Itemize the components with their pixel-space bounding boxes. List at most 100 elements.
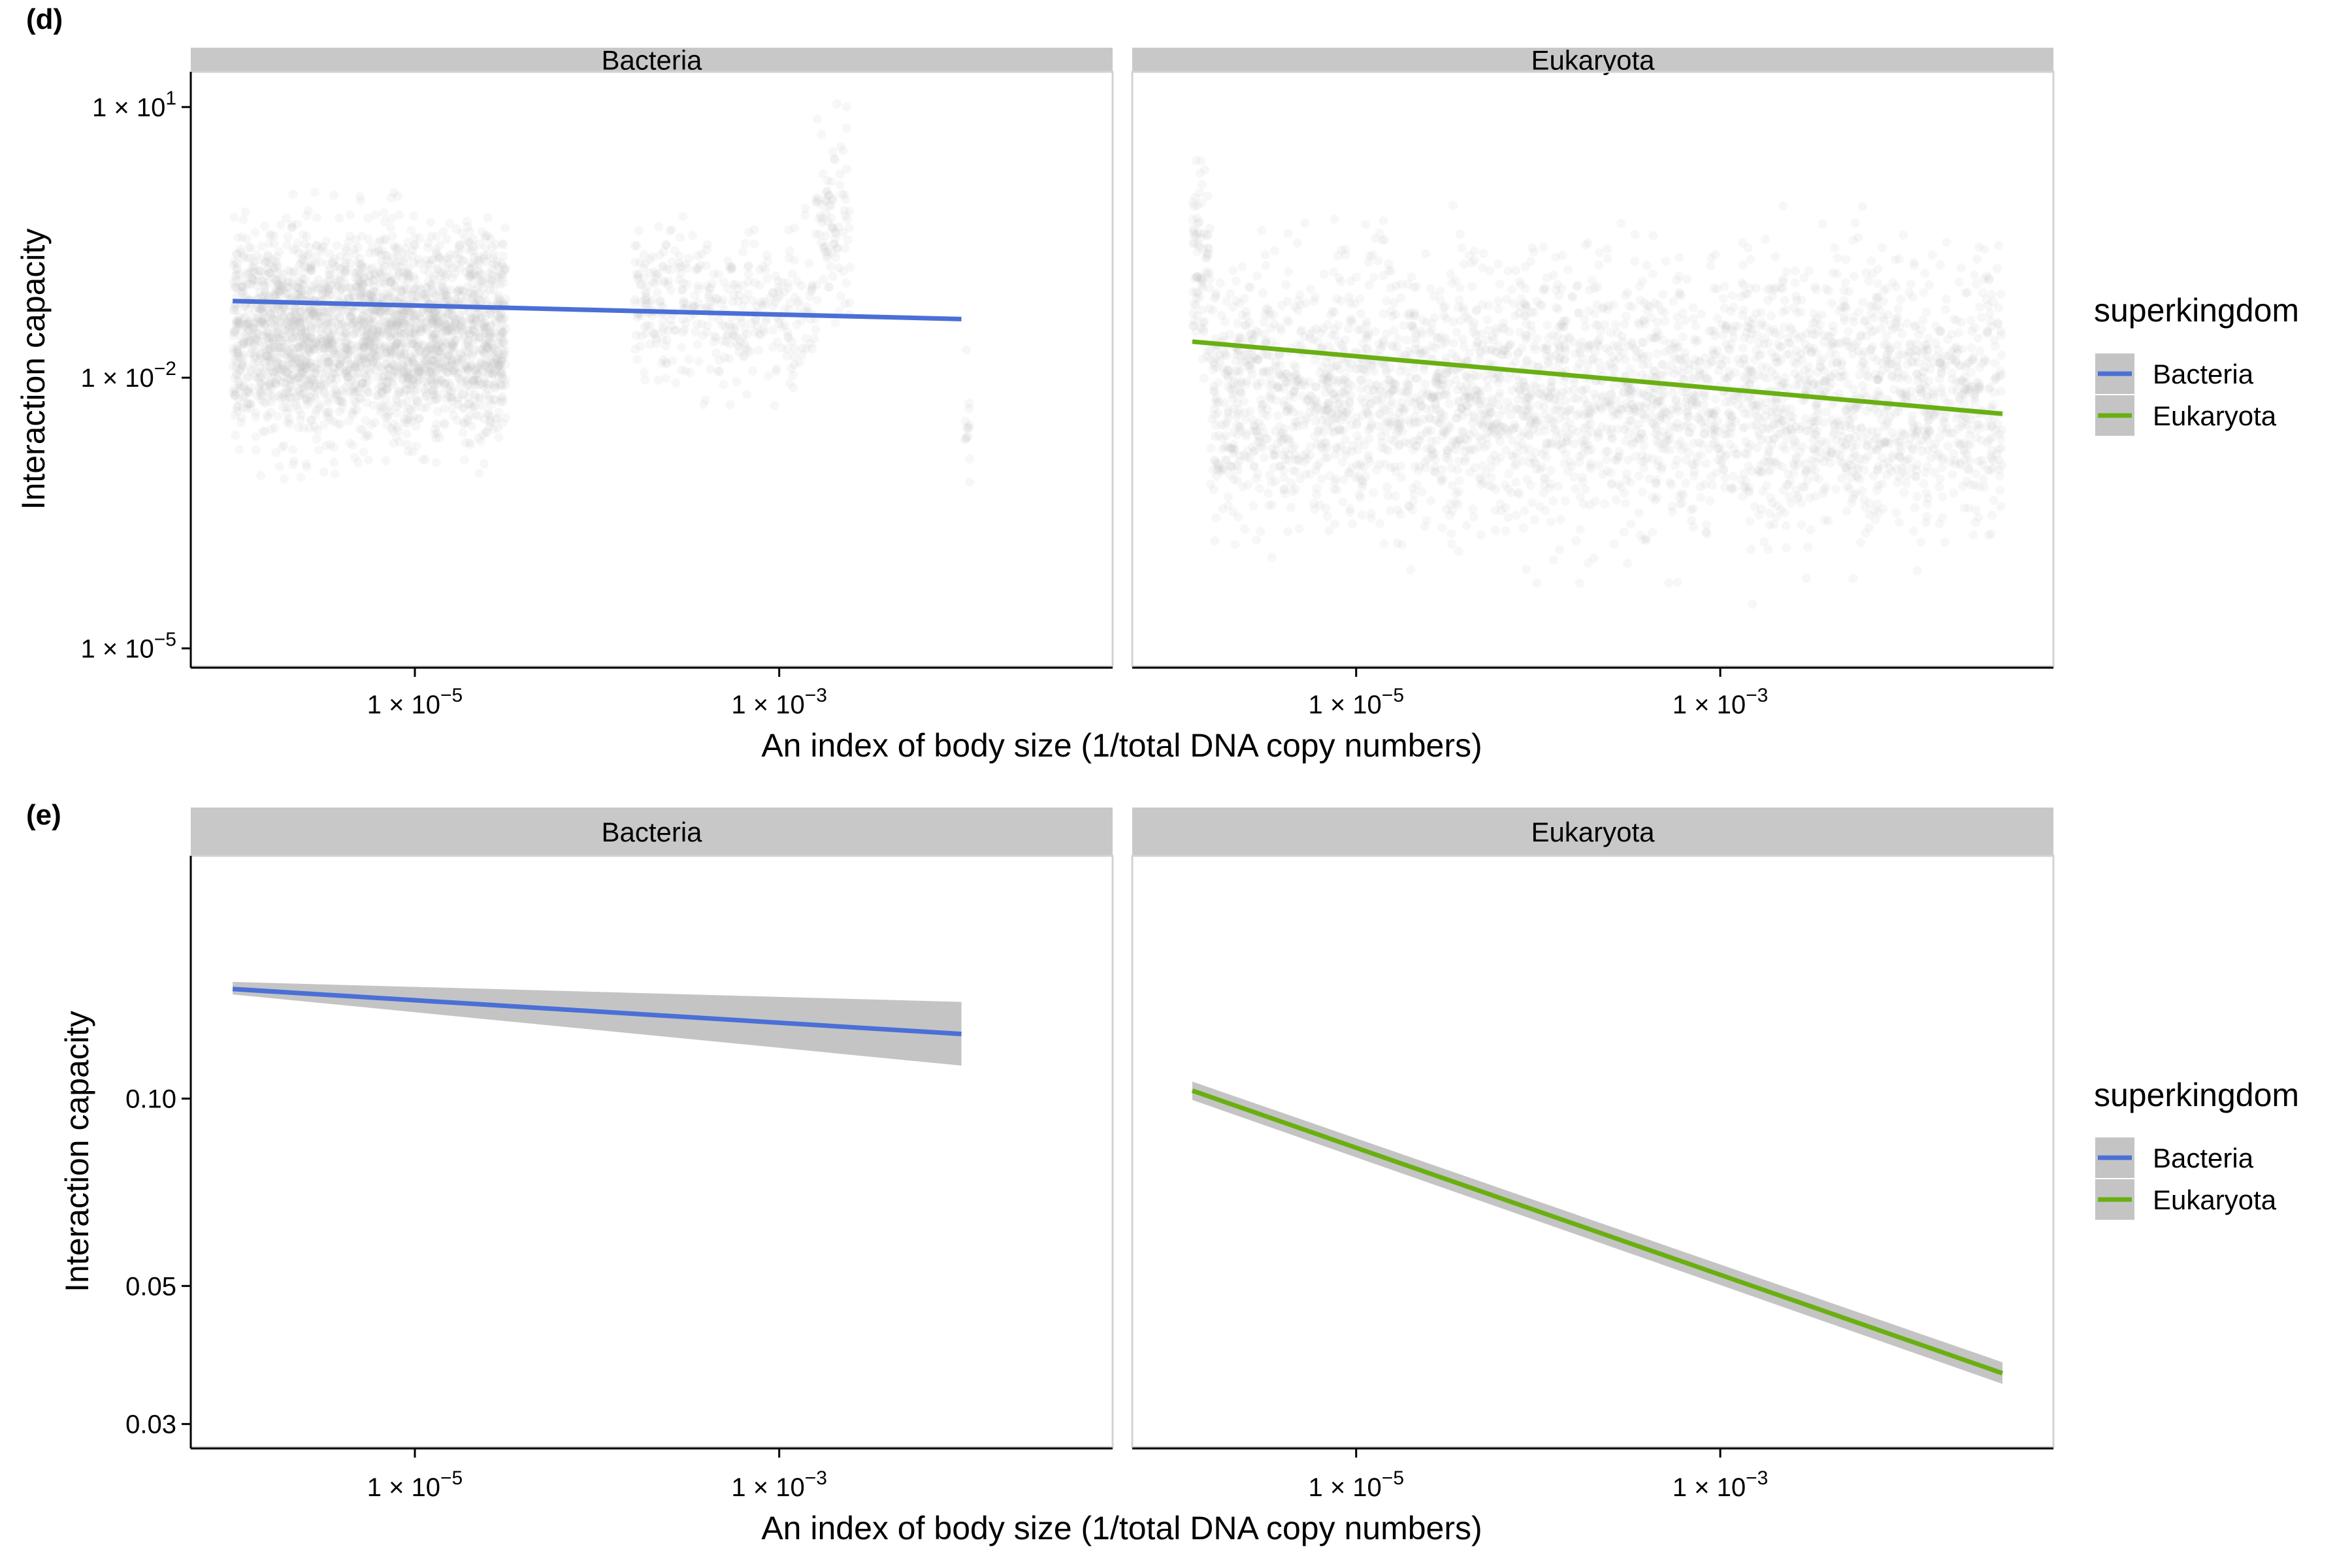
data-point: [1575, 578, 1584, 588]
data-point: [265, 333, 274, 343]
data-point: [466, 247, 476, 257]
data-point: [329, 190, 338, 200]
data-point: [489, 368, 499, 378]
data-point: [346, 312, 356, 321]
data-point: [498, 397, 508, 406]
data-point: [653, 287, 662, 297]
data-point: [240, 314, 250, 323]
data-point: [364, 345, 374, 354]
data-point: [232, 270, 241, 280]
data-point: [470, 324, 480, 334]
data-point: [374, 325, 384, 335]
data-point: [433, 353, 442, 363]
data-point: [1761, 235, 1771, 244]
data-point: [783, 278, 792, 288]
data-point: [237, 361, 247, 370]
data-point: [452, 416, 462, 425]
data-point: [465, 438, 474, 448]
data-point: [1454, 546, 1463, 556]
data-point: [499, 350, 509, 359]
data-point: [497, 273, 507, 283]
data-point: [251, 408, 261, 418]
data-point: [1501, 526, 1511, 536]
data-point: [263, 304, 273, 314]
data-point: [1563, 265, 1573, 274]
data-point: [702, 302, 712, 312]
data-point: [384, 278, 394, 287]
data-point: [259, 280, 269, 289]
data-point: [1940, 538, 1950, 547]
data-point: [306, 344, 316, 354]
data-point: [497, 357, 506, 367]
data-point: [346, 375, 356, 385]
data-point: [303, 375, 313, 384]
data-point: [663, 280, 673, 290]
data-point: [260, 367, 270, 377]
data-point: [387, 231, 397, 241]
data-point: [296, 323, 306, 333]
data-point: [281, 333, 290, 342]
data-point: [290, 320, 300, 330]
data-point: [631, 330, 641, 340]
data-point: [322, 325, 332, 335]
data-point: [463, 338, 473, 348]
data-point: [654, 222, 664, 232]
data-point: [359, 448, 368, 457]
data-point: [435, 240, 445, 250]
data-point: [253, 314, 263, 323]
data-point: [480, 378, 489, 387]
data-point: [359, 350, 369, 360]
data-point: [656, 297, 666, 306]
data-point: [393, 318, 402, 327]
data-point: [756, 297, 766, 307]
data-point: [295, 317, 304, 327]
data-point: [449, 410, 459, 420]
data-point: [1279, 484, 1289, 494]
data-point: [1347, 314, 1356, 324]
data-point: [375, 330, 384, 339]
data-point: [287, 220, 297, 229]
data-point: [356, 196, 366, 206]
data-point: [336, 275, 346, 285]
data-point: [1997, 461, 2007, 470]
data-point: [438, 227, 448, 237]
data-point: [841, 278, 851, 288]
data-point: [387, 329, 397, 338]
data-point: [840, 189, 849, 199]
data-point: [435, 322, 445, 332]
data-point: [295, 342, 304, 351]
data-point: [375, 306, 385, 316]
data-point: [319, 387, 329, 397]
data-point: [485, 395, 494, 405]
data-point: [448, 404, 457, 414]
data-point: [1665, 478, 1674, 487]
data-point: [384, 401, 394, 411]
data-point: [1648, 231, 1658, 240]
data-point: [299, 250, 308, 259]
data-point: [231, 431, 240, 440]
data-point: [491, 353, 501, 363]
data-point: [386, 371, 396, 381]
data-point: [295, 289, 305, 299]
data-point: [231, 272, 240, 281]
data-point: [325, 332, 335, 342]
data-point: [450, 318, 460, 327]
data-point: [491, 359, 500, 369]
data-point: [230, 410, 240, 420]
data-point: [389, 419, 398, 429]
data-point: [346, 210, 355, 220]
data-point: [1526, 257, 1536, 267]
data-point: [429, 385, 439, 395]
data-point: [307, 308, 317, 318]
data-point: [358, 289, 368, 299]
data-point: [367, 265, 376, 274]
data-point: [630, 257, 640, 267]
data-point: [465, 329, 474, 338]
data-point: [763, 371, 773, 381]
data-point: [297, 378, 306, 388]
data-point: [1232, 276, 1241, 286]
data-point: [297, 325, 307, 335]
data-point: [339, 389, 349, 399]
data-point: [288, 387, 298, 397]
data-point: [1543, 320, 1552, 330]
